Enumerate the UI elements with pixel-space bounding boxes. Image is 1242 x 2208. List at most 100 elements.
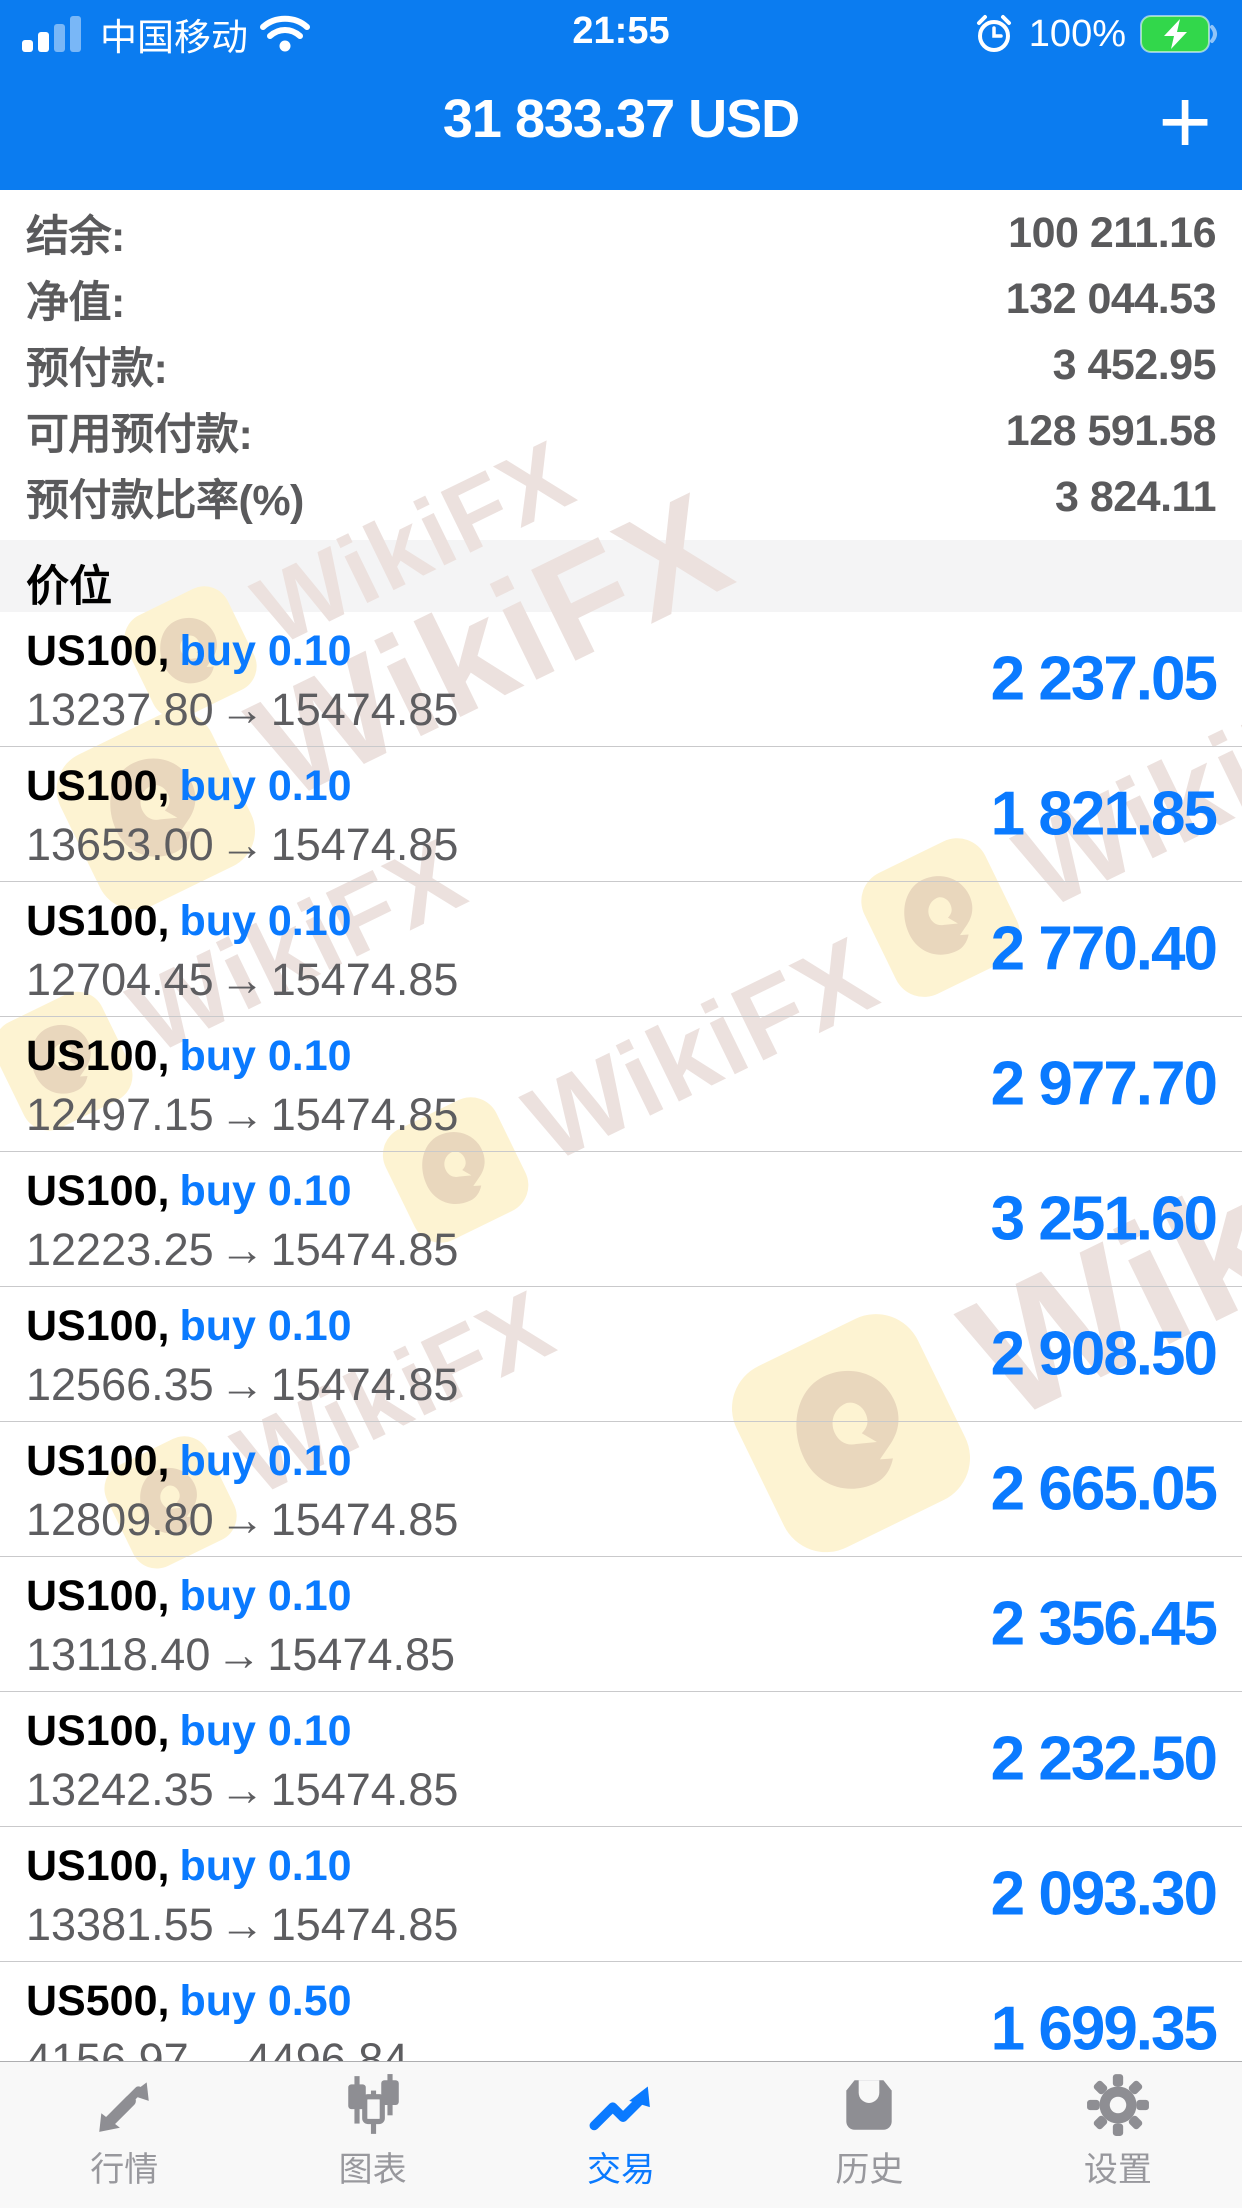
nav-bar: 31 833.37 USD + bbox=[0, 62, 1242, 190]
battery-charging-icon bbox=[1140, 15, 1217, 53]
status-bar: 中国移动 21:55 100% bbox=[0, 0, 1242, 62]
open-price: 12704.45 bbox=[26, 954, 214, 1005]
tab-label: 设置 bbox=[1083, 2151, 1152, 2189]
open-price: 12223.25 bbox=[26, 1224, 214, 1275]
wifi-icon bbox=[260, 15, 310, 52]
tab-quotes[interactable]: 行情 bbox=[0, 2062, 248, 2208]
current-price: 15474.85 bbox=[270, 1899, 459, 1950]
current-price: 15474.85 bbox=[267, 1629, 456, 1680]
position-row[interactable]: US100, buy 0.10 12809.80 → 15474.85 2 665.0… bbox=[0, 1422, 1242, 1557]
position-row[interactable]: US100, buy 0.10 13381.55 → 15474.85 2 093.3… bbox=[0, 1827, 1242, 1962]
account-row-margin-level: 预付款比率(%) 3 824.11 bbox=[26, 464, 1217, 530]
arrow-icon: → bbox=[216, 1629, 262, 1680]
arrow-icon: → bbox=[219, 1359, 265, 1410]
symbol-label: US100, bbox=[26, 1842, 170, 1890]
account-label: 结余: bbox=[26, 213, 125, 261]
symbol-label: US500, bbox=[26, 1977, 170, 2025]
tab-bar: 行情 图表 交易 历史 bbox=[0, 2061, 1242, 2208]
position-row[interactable]: US100, buy 0.10 13118.40 → 15474.85 2 356.4… bbox=[0, 1557, 1242, 1692]
side-volume-label: buy 0.10 bbox=[179, 627, 352, 675]
position-row[interactable]: US100, buy 0.10 13237.80 → 15474.85 2 237.0… bbox=[0, 612, 1242, 747]
open-price: 13242.35 bbox=[26, 1764, 214, 1815]
arrow-icon: → bbox=[219, 1224, 265, 1275]
side-volume-label: buy 0.10 bbox=[179, 1842, 352, 1890]
position-row[interactable]: US100, buy 0.10 12704.45 → 15474.85 2 770.4… bbox=[0, 882, 1242, 1017]
side-volume-label: buy 0.10 bbox=[179, 897, 352, 945]
current-price: 15474.85 bbox=[270, 1494, 459, 1545]
tab-history[interactable]: 历史 bbox=[745, 2062, 993, 2208]
positions-section-header: 价位 bbox=[0, 540, 1242, 612]
current-price: 15474.85 bbox=[270, 684, 459, 735]
profit-value: 2 770.40 bbox=[990, 914, 1218, 984]
current-price: 15474.85 bbox=[270, 1224, 459, 1275]
candlestick-chart-icon bbox=[347, 2074, 399, 2134]
account-balance-title: 31 833.37 USD bbox=[442, 89, 800, 149]
positions-list: US100, buy 0.10 13237.80 → 15474.85 2 237.0… bbox=[0, 612, 1242, 2097]
arrow-icon: → bbox=[219, 1899, 265, 1950]
symbol-label: US100, bbox=[26, 1707, 170, 1755]
symbol-label: US100, bbox=[26, 1302, 170, 1350]
side-volume-label: buy 0.10 bbox=[179, 1707, 352, 1755]
account-row-margin: 预付款: 3 452.95 bbox=[26, 332, 1217, 398]
tab-settings[interactable]: 设置 bbox=[994, 2062, 1242, 2208]
current-price: 15474.85 bbox=[270, 1359, 459, 1410]
position-row[interactable]: US100, buy 0.10 13242.35 → 15474.85 2 232.5… bbox=[0, 1692, 1242, 1827]
add-order-button[interactable]: + bbox=[1158, 71, 1212, 173]
current-price: 15474.85 bbox=[270, 1089, 459, 1140]
current-price: 15474.85 bbox=[270, 1764, 459, 1815]
current-price: 15474.85 bbox=[270, 954, 459, 1005]
open-price: 12566.35 bbox=[26, 1359, 214, 1410]
trade-arrow-icon bbox=[589, 2086, 650, 2131]
account-label: 预付款: bbox=[26, 345, 168, 393]
side-volume-label: buy 0.10 bbox=[179, 1437, 352, 1485]
account-value: 128 591.58 bbox=[1005, 406, 1217, 455]
profit-value: 1 821.85 bbox=[990, 779, 1218, 849]
profit-value: 2 665.05 bbox=[990, 1454, 1218, 1524]
arrow-icon: → bbox=[219, 1764, 265, 1815]
clock-time: 21:55 bbox=[572, 10, 670, 52]
open-price: 13381.55 bbox=[26, 1899, 214, 1950]
position-row[interactable]: US100, buy 0.10 12566.35 → 15474.85 2 908.5… bbox=[0, 1287, 1242, 1422]
account-label: 净值: bbox=[26, 279, 125, 327]
side-volume-label: buy 0.10 bbox=[179, 1167, 352, 1215]
tab-label: 交易 bbox=[587, 2151, 656, 2189]
symbol-label: US100, bbox=[26, 1437, 170, 1485]
position-row[interactable]: US100, buy 0.10 12497.15 → 15474.85 2 977.7… bbox=[0, 1017, 1242, 1152]
arrow-icon: → bbox=[219, 1089, 265, 1140]
account-value: 3 824.11 bbox=[1054, 472, 1217, 521]
symbol-label: US100, bbox=[26, 762, 170, 810]
current-price: 15474.85 bbox=[270, 819, 459, 870]
account-row-equity: 净值: 132 044.53 bbox=[26, 266, 1217, 332]
profit-value: 1 699.35 bbox=[990, 1994, 1218, 2064]
account-label: 可用预付款: bbox=[26, 411, 253, 459]
gear-icon bbox=[1086, 2074, 1149, 2136]
header: 中国移动 21:55 100% bbox=[0, 0, 1242, 190]
symbol-label: US100, bbox=[26, 897, 170, 945]
alarm-clock-icon bbox=[976, 15, 1011, 52]
tab-charts[interactable]: 图表 bbox=[248, 2062, 496, 2208]
cell-signal-icon bbox=[22, 16, 81, 52]
profit-value: 2 237.05 bbox=[990, 644, 1218, 714]
arrow-icon: → bbox=[219, 819, 265, 870]
position-row[interactable]: US100, buy 0.10 13653.00 → 15474.85 1 821.8… bbox=[0, 747, 1242, 882]
profit-value: 2 232.50 bbox=[990, 1724, 1218, 1794]
arrow-icon: → bbox=[219, 954, 265, 1005]
tab-label: 行情 bbox=[90, 2151, 159, 2189]
tab-trade[interactable]: 交易 bbox=[497, 2062, 745, 2208]
profit-value: 3 251.60 bbox=[990, 1184, 1218, 1254]
trending-arrows-icon bbox=[99, 2082, 149, 2132]
carrier-label: 中国移动 bbox=[100, 17, 248, 58]
account-row-free-margin: 可用预付款: 128 591.58 bbox=[26, 398, 1217, 464]
tab-label: 图表 bbox=[338, 2151, 407, 2189]
account-value: 3 452.95 bbox=[1052, 340, 1217, 389]
open-price: 12497.15 bbox=[26, 1089, 214, 1140]
account-summary: 结余: 100 211.16 净值: 132 044.53 预付款: 3 452… bbox=[0, 190, 1242, 530]
symbol-label: US100, bbox=[26, 1572, 170, 1620]
profit-value: 2 356.45 bbox=[990, 1589, 1218, 1659]
account-label: 预付款比率(%) bbox=[26, 477, 304, 525]
open-price: 12809.80 bbox=[26, 1494, 214, 1545]
side-volume-label: buy 0.10 bbox=[179, 1032, 352, 1080]
position-row[interactable]: US100, buy 0.10 12223.25 → 15474.85 3 251.6… bbox=[0, 1152, 1242, 1287]
section-title: 价位 bbox=[26, 563, 112, 611]
